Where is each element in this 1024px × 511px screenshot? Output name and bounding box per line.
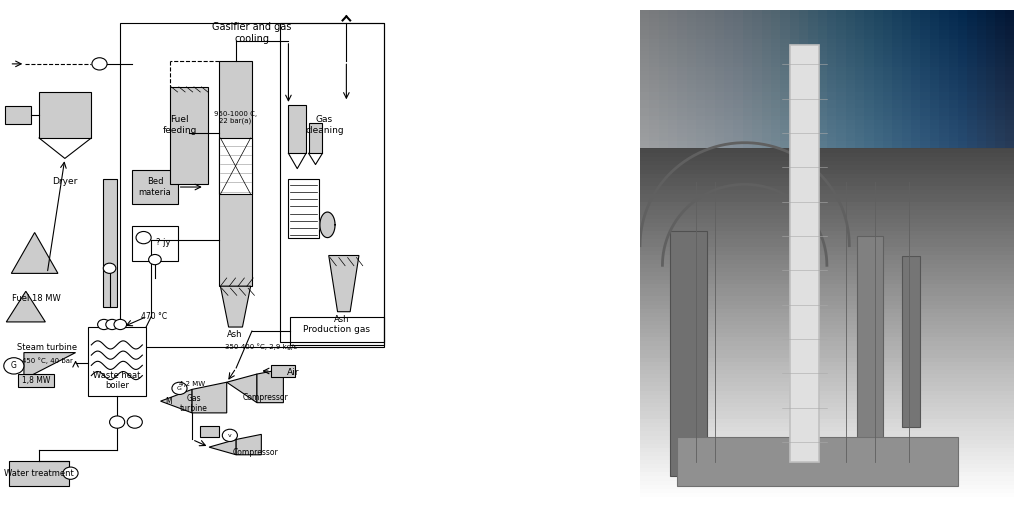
Circle shape [4,358,24,374]
Bar [201,426,219,437]
Text: Gas
cleaning: Gas cleaning [305,115,344,135]
Circle shape [63,467,78,479]
Circle shape [97,319,111,330]
Polygon shape [226,374,257,403]
Polygon shape [209,439,237,455]
Polygon shape [319,212,335,238]
Polygon shape [193,382,226,413]
Polygon shape [257,369,284,403]
Polygon shape [220,286,251,327]
Bar [270,365,295,377]
Text: Production gas: Production gas [303,325,371,334]
Bar [857,236,883,442]
Text: Fuel
feeding: Fuel feeding [162,115,197,135]
Text: Ash: Ash [226,330,242,339]
Text: 450 °C, 40 bar: 450 °C, 40 bar [22,357,73,364]
Bar [670,231,708,476]
Bar [88,327,146,396]
Bar [290,317,384,345]
Polygon shape [329,256,359,312]
Bar [9,461,70,486]
Text: Waste heat
boiler: Waste heat boiler [93,371,141,390]
Bar [170,87,208,184]
Text: Steam turbine: Steam turbine [17,343,77,352]
Polygon shape [39,92,91,138]
Circle shape [92,58,108,70]
Text: Ash: Ash [334,315,350,324]
Text: Dryer: Dryer [52,177,78,186]
Bar [289,105,306,153]
Circle shape [105,319,119,330]
Text: Bed
materia: Bed materia [138,177,171,197]
Text: 1,8 MW: 1,8 MW [22,376,50,385]
Text: M: M [166,397,172,406]
Text: Compressor: Compressor [232,448,278,457]
Text: Gasifier and gas
cooling: Gasifier and gas cooling [212,22,292,44]
Bar [281,23,384,342]
Polygon shape [11,233,58,273]
Text: ? jy: ? jy [157,238,171,247]
Text: 470 °C: 470 °C [141,312,167,321]
Polygon shape [237,434,261,455]
Circle shape [127,416,142,428]
Text: 350-400 °C, 2,9 kg/s: 350-400 °C, 2,9 kg/s [225,343,297,350]
Text: Gas
turbine: Gas turbine [180,394,208,413]
Bar [132,170,177,204]
Text: G: G [177,386,182,391]
Bar [219,61,252,286]
Circle shape [222,429,238,442]
Text: Compressor: Compressor [243,393,289,402]
Text: G: G [11,361,16,370]
Bar [219,138,252,194]
Circle shape [103,263,116,273]
Bar [102,179,117,307]
Bar [678,437,957,486]
Bar [308,123,323,153]
Polygon shape [6,291,45,322]
Text: Air: Air [287,367,299,377]
Polygon shape [161,389,193,413]
Circle shape [148,254,161,265]
Circle shape [136,231,152,244]
Circle shape [114,319,127,330]
Bar [17,374,53,387]
Bar [902,256,921,427]
Text: 950-1000 C,
22 bar(a): 950-1000 C, 22 bar(a) [214,111,257,124]
Circle shape [110,416,125,428]
Polygon shape [24,353,76,379]
Text: v: v [228,433,231,438]
Circle shape [172,382,187,394]
Bar [132,226,177,261]
Text: Water treatment: Water treatment [4,469,74,478]
Bar [289,179,318,238]
Text: 4,2 MW: 4,2 MW [179,381,205,387]
Bar [790,44,819,461]
Bar [5,106,32,124]
Text: Fuel 18 MW: Fuel 18 MW [12,294,60,304]
Bar [120,23,384,347]
